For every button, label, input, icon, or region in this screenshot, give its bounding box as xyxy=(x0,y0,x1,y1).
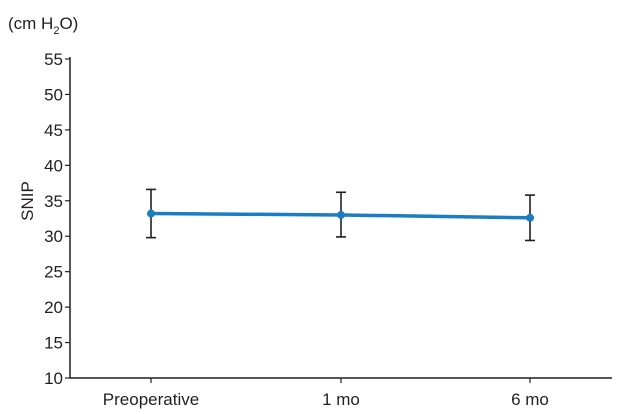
y-unit-prefix: (cm H xyxy=(8,14,53,33)
y-tick-label: 20 xyxy=(44,298,63,317)
x-axis-ticks: Preoperative 1 mo 6 mo xyxy=(103,378,549,409)
y-axis-ticks: 10 15 20 25 30 35 40 45 50 55 xyxy=(44,50,70,388)
x-tick-label: 6 mo xyxy=(511,390,549,409)
y-tick-label: 45 xyxy=(44,121,63,140)
y-unit-suffix: O) xyxy=(59,14,78,33)
y-tick-label: 15 xyxy=(44,334,63,353)
x-tick-label: 1 mo xyxy=(322,390,360,409)
data-point xyxy=(147,209,155,218)
y-tick-label: 55 xyxy=(44,50,63,69)
data-point xyxy=(337,210,345,219)
x-tick-label: Preoperative xyxy=(103,390,199,409)
y-axis-title: SNIP xyxy=(18,181,37,221)
y-tick-label: 10 xyxy=(44,369,63,388)
data-point xyxy=(526,213,534,222)
y-tick-label: 40 xyxy=(44,156,63,175)
y-tick-label: 35 xyxy=(44,192,63,211)
series-group xyxy=(147,209,534,222)
y-tick-label: 50 xyxy=(44,85,63,104)
y-tick-label: 25 xyxy=(44,263,63,282)
y-tick-label: 30 xyxy=(44,227,63,246)
y-unit-label: (cm H2O) xyxy=(8,14,78,37)
y-unit-subscript: 2 xyxy=(53,25,59,37)
